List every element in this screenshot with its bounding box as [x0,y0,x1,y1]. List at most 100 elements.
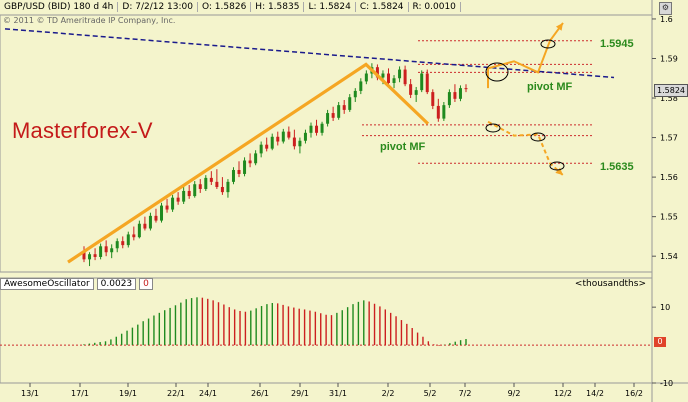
candle-body [182,190,186,202]
candle-body [447,92,451,106]
candle-body [348,97,352,110]
oscillator-zero-tag: 0 [654,337,666,347]
candle-body [143,223,147,229]
candle-body [171,197,175,210]
oscillator-tick-label: 10 [660,303,670,312]
candle-body [287,131,291,138]
candle-body [165,205,169,210]
candle-body [436,105,440,119]
indicator-name[interactable]: AwesomeOscillator [0,278,94,290]
candle-body [453,92,457,99]
date-tick-label: 12/2 [554,389,572,398]
high-value: H: 1.5835 [251,2,305,12]
candle-body [353,90,357,98]
candle-body [187,190,191,197]
indicator-units: <thousandths> [574,279,646,289]
candle-body [392,78,396,84]
pivot-marker-ellipse [530,132,546,142]
candle-body [104,246,108,253]
candle-body [375,67,379,78]
candle-body [193,184,197,197]
candle-body [215,181,219,187]
candle-body [320,123,324,133]
candle-body [231,169,235,182]
date-tick-label: 29/1 [291,389,309,398]
candle-body [409,84,413,95]
candle-body [198,184,202,189]
target-high-label: 1.5945 [600,38,634,50]
projection-arrowhead [555,167,563,176]
open-value: O: 1.5826 [198,2,252,12]
candle-body [281,131,285,142]
candle-body [403,69,407,85]
price-tick-label: 1.59 [660,54,678,63]
candle-body [93,254,97,257]
pivot-marker-ellipse [485,123,501,133]
candle-body [386,73,390,84]
low-value: L: 1.5824 [304,2,356,12]
candle-body [292,137,296,147]
date-tick-label: 16/2 [625,389,643,398]
close-value: C: 1.5824 [356,2,409,12]
candle-body [381,73,385,78]
chart-settings-icon[interactable]: ⚙ [659,2,672,15]
indicator-value-2: 0 [139,278,153,290]
candle-body [243,160,247,174]
candle-body [176,197,180,202]
candle-body [420,73,424,91]
resistance-line [4,28,615,79]
date-tick-label: 24/1 [199,389,217,398]
candle-body [276,136,280,142]
candle-body [398,69,402,79]
candle-body [458,88,462,99]
price-tick-label: 1.6 [660,15,673,24]
candle-body [270,136,274,149]
trend-line [67,62,430,264]
candle-body [337,105,341,118]
candle-body [414,90,418,95]
indicator-header: AwesomeOscillator 0.0023 0 <thousandths> [0,278,652,290]
candle-body [303,132,307,141]
candle-body [248,160,252,164]
candle-body [464,88,468,90]
symbol-label[interactable]: GBP/USD (BID) 180 d 4h [0,2,119,12]
date-tick-label: 17/1 [71,389,89,398]
brand-watermark: Masterforex-V [12,118,153,143]
pivot-upper-label: pivot MF [527,81,573,93]
price-tick-label: 1.55 [660,213,678,222]
candle-body [115,241,119,249]
candle-body [442,105,446,119]
candle-body [237,169,241,174]
target-low-label: 1.5635 [600,161,634,173]
date-tick-label: 2/2 [382,389,395,398]
date-tick-label: 13/1 [21,389,39,398]
price-tick-label: 1.56 [660,173,678,182]
price-tick-label: 1.57 [660,134,678,143]
candle-body [425,73,429,93]
date-tick-label: 7/2 [459,389,472,398]
candle-body [326,113,330,124]
pivot-marker-ellipse [540,39,556,49]
range-value: R: 0.0010 [409,2,461,12]
candle-body [359,81,363,91]
ohlc-header: GBP/USD (BID) 180 d 4h D: 7/2/12 13:00 O… [0,0,652,14]
candle-body [82,251,86,260]
indicator-value: 0.0023 [96,278,137,290]
price-tick-label: 1.54 [660,252,678,261]
candle-body [226,181,230,193]
candle-body [254,153,258,164]
candle-body [121,241,125,246]
candle-body [331,113,335,118]
oscillator-tick-label: -10 [660,379,673,388]
candle-body [298,140,302,147]
projection-arrowhead [555,22,563,31]
pivot-marker-ellipse [549,161,565,171]
date-tick-label: 9/2 [508,389,521,398]
date-tick-label: 19/1 [119,389,137,398]
candle-body [259,144,263,154]
candle-body [132,234,136,238]
candle-body [154,215,158,221]
candle-body [99,246,103,257]
projection-path-up [487,22,564,89]
candle-body [126,234,130,246]
